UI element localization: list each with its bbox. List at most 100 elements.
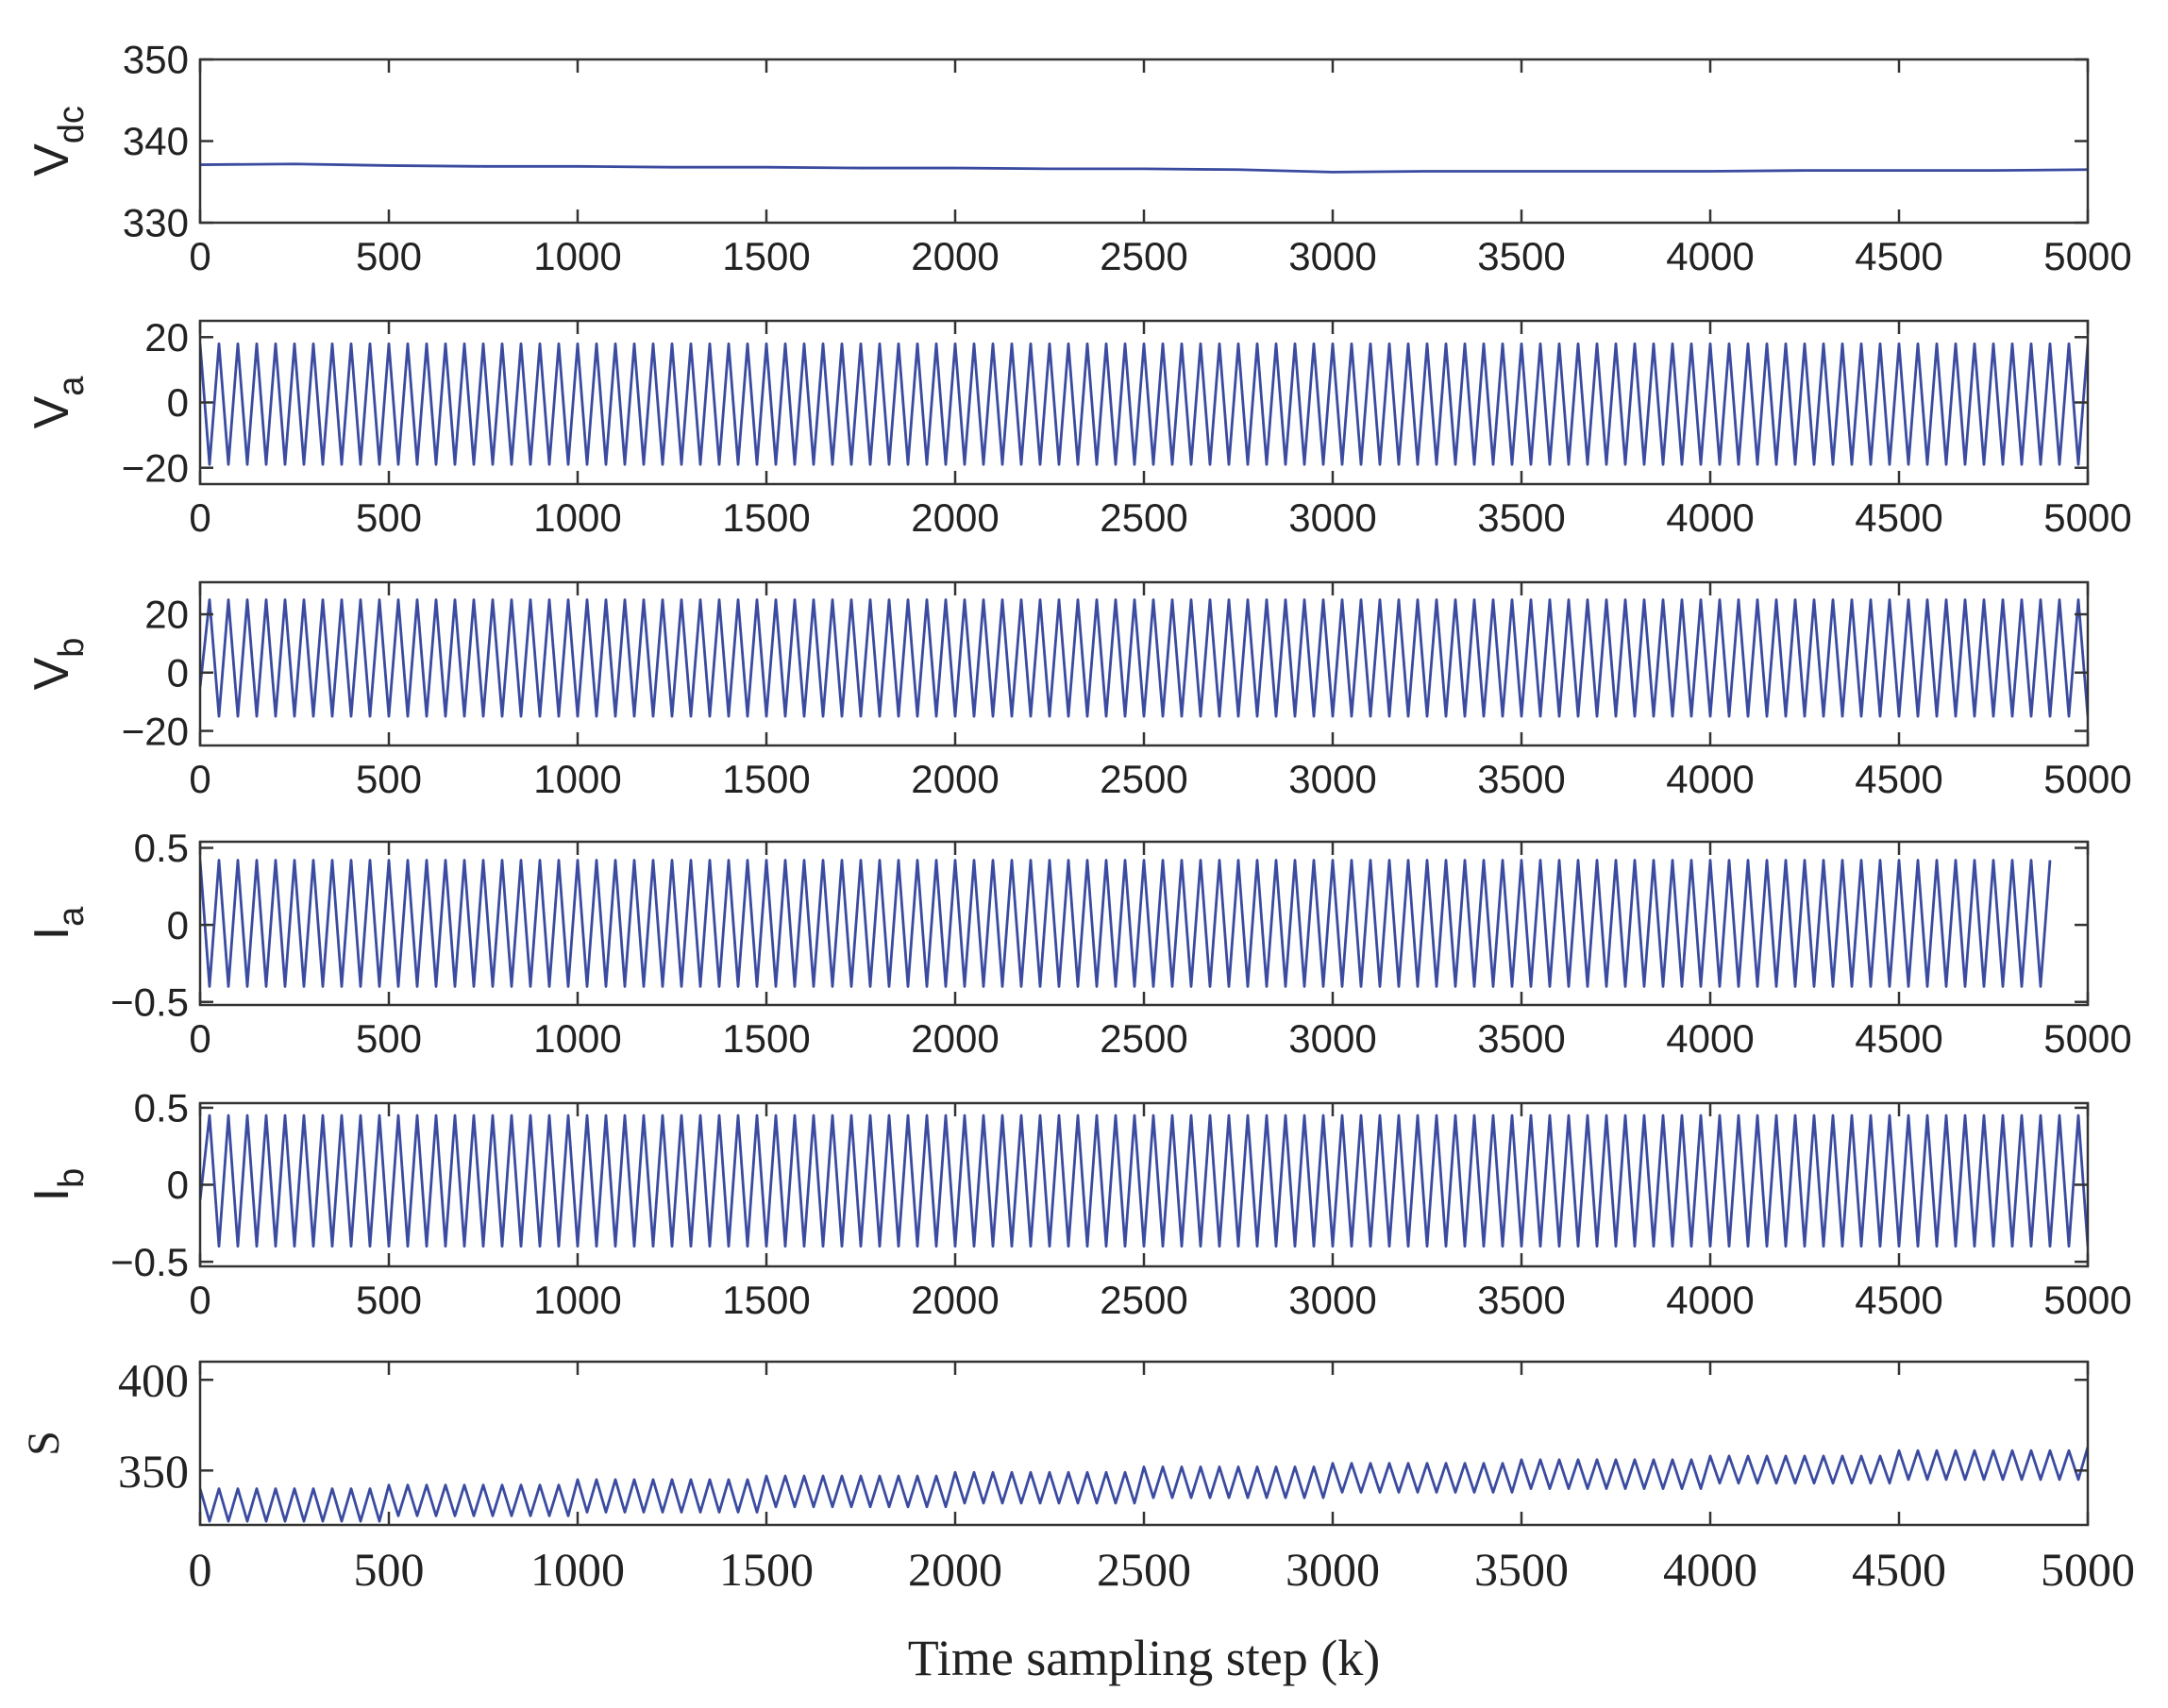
y-label-subscript: a xyxy=(52,906,92,927)
x-tick-label: 5000 xyxy=(2043,757,2131,801)
y-label-main: V xyxy=(25,657,79,690)
signal-line xyxy=(200,598,2088,718)
y-tick-label: −0.5 xyxy=(110,1240,189,1284)
y-tick-label: −0.5 xyxy=(110,980,189,1024)
plot-area xyxy=(200,859,2052,988)
plot-area xyxy=(200,162,2088,174)
signal-line xyxy=(200,1446,2088,1523)
x-tick-label: 1500 xyxy=(722,757,810,801)
y-tick-label: 350 xyxy=(118,1445,189,1498)
x-tick-label: 2000 xyxy=(908,1543,1002,1596)
x-tick-label: 3000 xyxy=(1288,1278,1376,1322)
x-tick-label: 500 xyxy=(356,1016,422,1061)
plot-area xyxy=(200,598,2088,718)
x-tick-label: 4000 xyxy=(1666,234,1754,278)
x-tick-label: 3500 xyxy=(1477,1016,1565,1061)
y-axis-label: Vb xyxy=(25,638,92,691)
axes-frame xyxy=(198,580,2090,747)
y-label-subscript: b xyxy=(52,638,92,658)
x-tick-label: 4000 xyxy=(1666,1016,1754,1061)
x-tick-label: 1000 xyxy=(533,495,621,540)
signal-line xyxy=(200,162,2088,174)
y-axis-label: Ia xyxy=(25,906,92,940)
x-tick-label: 4000 xyxy=(1663,1543,1757,1596)
signal-line xyxy=(200,1114,2088,1248)
plot-area xyxy=(200,1114,2088,1248)
x-tick-label: 3500 xyxy=(1477,757,1565,801)
x-tick-label: 4000 xyxy=(1666,757,1754,801)
x-tick-label: 2500 xyxy=(1100,234,1187,278)
y-label-main: I xyxy=(25,1188,79,1201)
x-tick-label: 3000 xyxy=(1288,234,1376,278)
x-tick-label: 3000 xyxy=(1286,1543,1380,1596)
signal-line xyxy=(200,859,2052,988)
x-tick-label: 3500 xyxy=(1477,1278,1565,1322)
x-tick-label: 500 xyxy=(356,1278,422,1322)
y-tick-label: −20 xyxy=(122,709,189,753)
y-axis-label: S xyxy=(19,1431,69,1456)
x-tick-label: 4500 xyxy=(1852,1543,1946,1596)
plot-area xyxy=(200,342,2088,466)
x-tick-label: 4500 xyxy=(1855,1278,1942,1322)
x-tick-label: 2500 xyxy=(1100,1278,1187,1322)
x-tick-label: 2500 xyxy=(1100,495,1187,540)
axes-frame xyxy=(198,58,2090,225)
x-tick-label: 5000 xyxy=(2043,495,2131,540)
x-tick-label: 0 xyxy=(189,757,210,801)
x-tick-label: 4500 xyxy=(1855,1016,1942,1061)
y-label-main: V xyxy=(25,143,79,176)
x-tick-label: 4500 xyxy=(1855,234,1942,278)
x-tick-label: 1000 xyxy=(530,1543,625,1596)
x-tick-label: 3500 xyxy=(1477,495,1565,540)
x-tick-label: 2000 xyxy=(911,1016,999,1061)
plot-area xyxy=(200,1446,2088,1523)
x-axis-label: Time sampling step (k) xyxy=(908,1630,1381,1686)
y-axis-label: Vdc xyxy=(25,106,92,176)
y-tick-label: 330 xyxy=(123,201,189,245)
y-tick-label: 0.5 xyxy=(134,1086,189,1130)
y-label-subscript: a xyxy=(52,376,92,396)
y-tick-label: 0 xyxy=(167,380,189,425)
x-tick-label: 2000 xyxy=(911,757,999,801)
y-label-main: I xyxy=(25,927,79,940)
x-tick-label: 0 xyxy=(189,1278,210,1322)
x-tick-label: 5000 xyxy=(2043,1278,2131,1322)
x-tick-label: 1500 xyxy=(722,234,810,278)
x-tick-label: 2500 xyxy=(1100,757,1187,801)
y-tick-label: 350 xyxy=(123,38,189,82)
x-tick-label: 2500 xyxy=(1097,1543,1191,1596)
x-tick-label: 5000 xyxy=(2043,1016,2131,1061)
x-tick-label: 1500 xyxy=(719,1543,814,1596)
x-tick-label: 2000 xyxy=(911,495,999,540)
x-tick-label: 0 xyxy=(189,495,210,540)
axes-frame xyxy=(198,1360,2090,1527)
y-label-main: V xyxy=(25,395,79,428)
x-tick-label: 3500 xyxy=(1477,234,1565,278)
y-tick-label: 400 xyxy=(118,1354,189,1407)
x-tick-label: 2000 xyxy=(911,1278,999,1322)
x-tick-label: 5000 xyxy=(2043,234,2131,278)
x-tick-label: 4500 xyxy=(1855,757,1942,801)
x-tick-label: 5000 xyxy=(2041,1543,2135,1596)
x-tick-label: 3000 xyxy=(1288,757,1376,801)
x-tick-label: 1000 xyxy=(533,757,621,801)
x-tick-label: 500 xyxy=(356,495,422,540)
y-tick-label: 20 xyxy=(144,315,189,360)
subplot: −0.500.50 500 1000 1500 2000 2500 3000 3500 4000… xyxy=(25,1086,2132,1322)
y-label-subscript: dc xyxy=(52,106,92,143)
x-tick-label: 2500 xyxy=(1100,1016,1187,1061)
x-tick-label: 3500 xyxy=(1474,1543,1569,1596)
x-tick-label: 0 xyxy=(189,1543,212,1596)
y-tick-label: 0 xyxy=(167,1163,189,1207)
y-axis-label: Va xyxy=(25,376,92,429)
x-tick-label: 1500 xyxy=(722,1278,810,1322)
x-tick-label: 4000 xyxy=(1666,1278,1754,1322)
y-tick-label: −20 xyxy=(122,445,189,490)
x-tick-label: 500 xyxy=(356,757,422,801)
signal-line xyxy=(200,342,2088,466)
subplot: −0.500.50 500 1000 1500 2000 2500 3000 3500 4000… xyxy=(25,826,2132,1061)
